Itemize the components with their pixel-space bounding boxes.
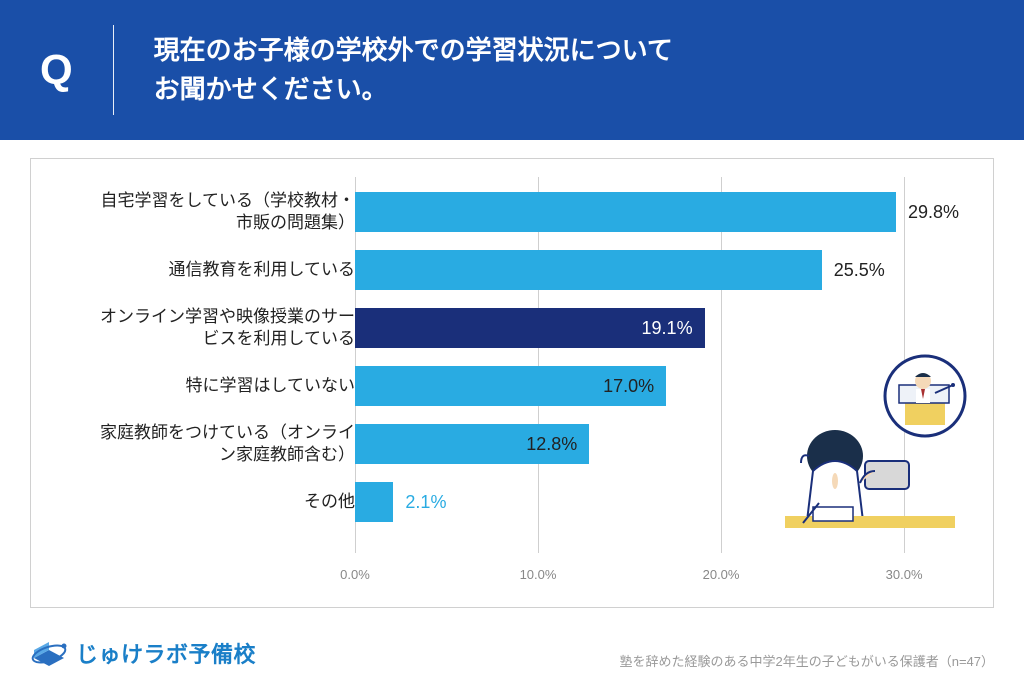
value-label: 2.1% <box>405 492 446 513</box>
axis-tick-label: 0.0% <box>340 567 370 582</box>
bar-row: 29.8% <box>355 183 959 241</box>
category-label: その他 <box>65 491 355 513</box>
category-label: 特に学習はしていない <box>65 375 355 397</box>
bar <box>355 250 822 290</box>
category-label: 通信教育を利用している <box>65 259 355 281</box>
axis-tick-label: 20.0% <box>703 567 740 582</box>
logo-text: じゅけラボ予備校 <box>76 637 256 669</box>
category-row: オンライン学習や映像授業のサービスを利用している <box>65 299 355 357</box>
axis-tick-label: 10.0% <box>520 567 557 582</box>
value-label: 25.5% <box>834 260 885 281</box>
x-axis: 0.0%10.0%20.0%30.0% <box>355 567 959 587</box>
value-label: 29.8% <box>908 202 959 223</box>
question-text: 現在のお子様の学校外での学習状況についてお聞かせください。 <box>114 31 673 109</box>
category-label: 自宅学習をしている（学校教材・市販の問題集） <box>65 190 355 234</box>
category-label: 家庭教師をつけている（オンライン家庭教師含む） <box>65 422 355 466</box>
header-divider <box>113 25 114 115</box>
category-label: オンライン学習や映像授業のサービスを利用している <box>65 306 355 350</box>
bar: 19.1% <box>355 308 705 348</box>
bar: 17.0% <box>355 366 666 406</box>
header-bar: Q 現在のお子様の学校外での学習状況についてお聞かせください。 <box>0 0 1024 140</box>
bar: 12.8% <box>355 424 589 464</box>
axis-tick-label: 30.0% <box>886 567 923 582</box>
category-row: 通信教育を利用している <box>65 241 355 299</box>
category-row: 自宅学習をしている（学校教材・市販の問題集） <box>65 183 355 241</box>
chart-panel: 自宅学習をしている（学校教材・市販の問題集） 通信教育を利用しているオンライン学習… <box>30 158 994 608</box>
value-label: 12.8% <box>526 434 577 455</box>
category-row: 家庭教師をつけている（オンライン家庭教師含む） <box>65 415 355 473</box>
value-label: 17.0% <box>603 376 654 397</box>
illustration <box>765 351 975 541</box>
source-note: 塾を辞めた経験のある中学2年生の子どもがいる保護者（n=47） <box>619 651 994 670</box>
bar-row: 25.5% <box>355 241 959 299</box>
category-row: 特に学習はしていない <box>65 357 355 415</box>
category-labels: 自宅学習をしている（学校教材・市販の問題集） 通信教育を利用しているオンライン学習… <box>65 183 355 553</box>
footer: じゅけラボ予備校 塾を辞めた経験のある中学2年生の子どもがいる保護者（n=47） <box>30 636 994 670</box>
bar <box>355 192 896 232</box>
value-label: 19.1% <box>642 318 693 339</box>
q-label: Q <box>40 46 113 94</box>
bar <box>355 482 393 522</box>
logo: じゅけラボ予備校 <box>30 636 256 670</box>
category-row: その他 <box>65 473 355 531</box>
bar-row: 19.1% <box>355 299 959 357</box>
logo-icon <box>30 636 68 670</box>
